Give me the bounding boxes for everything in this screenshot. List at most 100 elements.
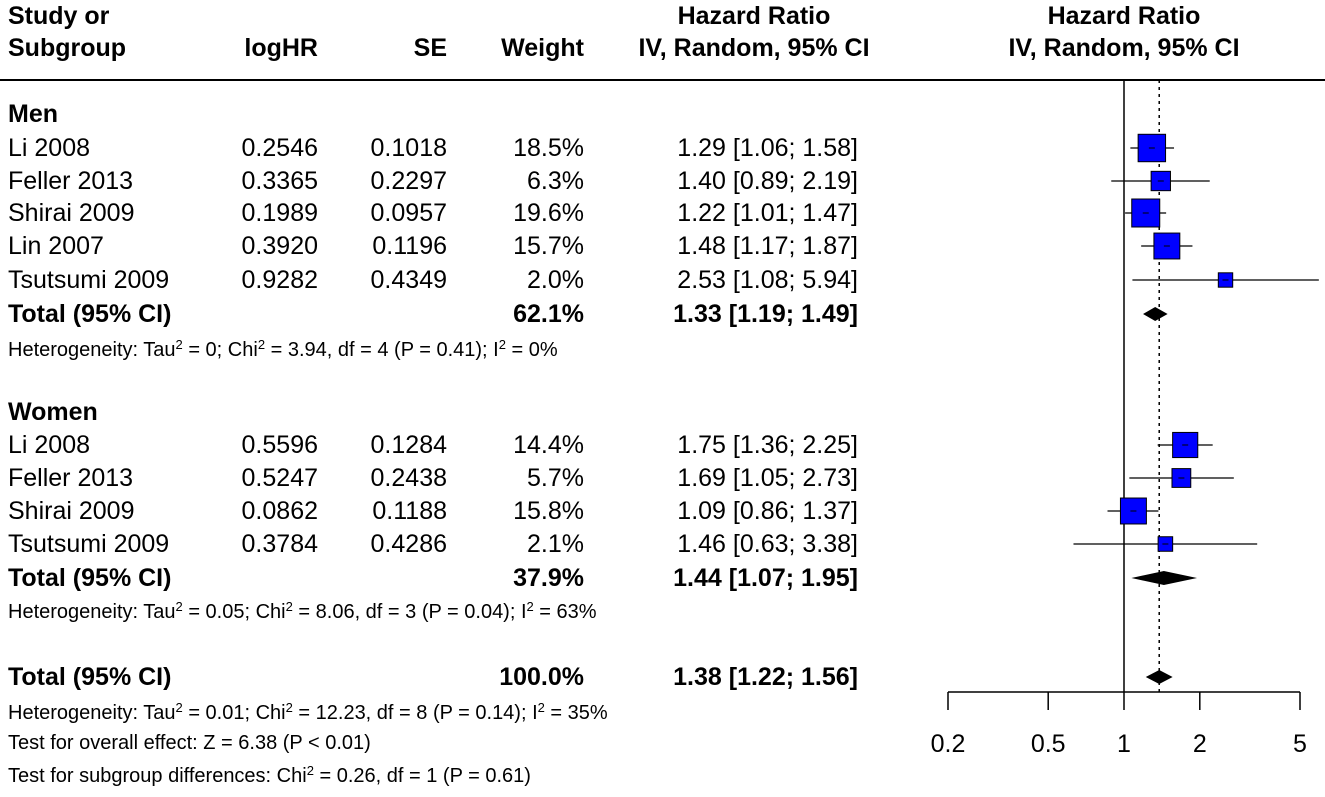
study-box bbox=[1119, 497, 1147, 525]
header-study-line1: Study or bbox=[8, 2, 110, 30]
study-se: 0.1196 bbox=[372, 232, 447, 260]
study-box bbox=[1137, 133, 1167, 163]
pooled-diamond bbox=[1143, 307, 1168, 321]
study-name: Tsutsumi 2009 bbox=[8, 530, 170, 558]
x-tick-label: 1 bbox=[1117, 730, 1131, 758]
study-loghr: 0.3365 bbox=[241, 167, 318, 195]
total-label: Total (95% CI) bbox=[8, 663, 172, 691]
study-se: 0.1018 bbox=[370, 134, 447, 162]
total-weight: 37.9% bbox=[513, 564, 584, 592]
study-name: Feller 2013 bbox=[8, 464, 134, 492]
study-name: Tsutsumi 2009 bbox=[8, 266, 170, 294]
study-se: 0.1188 bbox=[372, 497, 447, 525]
note-text: Heterogeneity: Tau bbox=[8, 702, 176, 724]
note-text: = 0; Chi bbox=[182, 339, 258, 361]
study-loghr: 0.5247 bbox=[241, 464, 318, 492]
study-weight: 2.1% bbox=[527, 530, 584, 558]
x-tick-label: 5 bbox=[1293, 730, 1307, 758]
x-tick-label: 2 bbox=[1193, 730, 1207, 758]
note-text: = 35% bbox=[544, 702, 608, 724]
note-text: = 0% bbox=[505, 339, 558, 361]
superscript: 2 bbox=[285, 700, 293, 715]
note-text: Test for subgroup differences: Chi bbox=[8, 765, 307, 787]
study-hr-ci: 2.53 [1.08; 5.94] bbox=[677, 266, 858, 294]
note-text: Heterogeneity: Tau bbox=[8, 601, 176, 623]
group-label: Men bbox=[8, 100, 58, 128]
study-weight: 14.4% bbox=[513, 431, 584, 459]
header-loghr: logHR bbox=[244, 34, 318, 62]
statistics-note: Heterogeneity: Tau2 = 0.05; Chi2 = 8.06,… bbox=[8, 599, 597, 623]
x-tick-label: 0.5 bbox=[1031, 730, 1066, 758]
header-hr-line1: Hazard Ratio bbox=[677, 2, 831, 30]
superscript: 2 bbox=[498, 337, 506, 352]
group-label: Women bbox=[8, 398, 98, 426]
study-weight: 15.7% bbox=[513, 232, 584, 260]
study-weight: 5.7% bbox=[527, 464, 584, 492]
header-hr-line2: IV, Random, 95% CI bbox=[638, 34, 870, 62]
study-weight: 15.8% bbox=[513, 497, 584, 525]
study-name: Shirai 2009 bbox=[8, 199, 135, 227]
study-name: Lin 2007 bbox=[8, 232, 104, 260]
study-loghr: 0.3784 bbox=[241, 530, 318, 558]
pooled-diamond bbox=[1131, 571, 1198, 585]
study-weight: 19.6% bbox=[513, 199, 584, 227]
study-hr-ci: 1.69 [1.05; 2.73] bbox=[677, 464, 858, 492]
study-se: 0.2438 bbox=[370, 464, 447, 492]
statistics-note: Test for subgroup differences: Chi2 = 0.… bbox=[8, 764, 531, 787]
superscript: 2 bbox=[537, 700, 545, 715]
study-name: Li 2008 bbox=[8, 431, 91, 459]
study-loghr: 0.2546 bbox=[241, 134, 318, 162]
study-weight: 18.5% bbox=[513, 134, 584, 162]
note-text: = 63% bbox=[533, 601, 597, 623]
total-label: Total (95% CI) bbox=[8, 564, 172, 592]
superscript: 2 bbox=[285, 599, 293, 614]
study-name: Feller 2013 bbox=[8, 167, 134, 195]
study-se: 0.4349 bbox=[370, 266, 447, 294]
study-hr-ci: 1.09 [0.86; 1.37] bbox=[677, 497, 858, 525]
study-loghr: 0.1989 bbox=[241, 199, 318, 227]
header-plot-line2: IV, Random, 95% CI bbox=[1008, 34, 1240, 62]
superscript: 2 bbox=[526, 599, 534, 614]
superscript: 2 bbox=[257, 337, 266, 352]
note-text: = 8.06, df = 3 (P = 0.04); I bbox=[292, 601, 527, 623]
study-se: 0.4286 bbox=[370, 530, 447, 558]
total-weight: 62.1% bbox=[513, 300, 584, 328]
study-weight: 6.3% bbox=[527, 167, 584, 195]
superscript: 2 bbox=[175, 700, 183, 715]
study-hr-ci: 1.29 [1.06; 1.58] bbox=[677, 134, 858, 162]
study-box bbox=[1153, 232, 1181, 260]
study-hr-ci: 1.40 [0.89; 2.19] bbox=[677, 167, 858, 195]
note-text: = 3.94, df = 4 (P = 0.41); I bbox=[265, 339, 499, 361]
note-text: = 0.26, df = 1 (P = 0.61) bbox=[313, 765, 531, 787]
note-text: Heterogeneity: Tau bbox=[8, 339, 176, 361]
study-name: Shirai 2009 bbox=[8, 497, 135, 525]
study-hr-ci: 1.22 [1.01; 1.47] bbox=[677, 199, 858, 227]
total-hr-ci: 1.33 [1.19; 1.49] bbox=[673, 300, 858, 328]
statistics-note: Test for overall effect: Z = 6.38 (P < 0… bbox=[8, 733, 371, 753]
header-weight: Weight bbox=[501, 34, 584, 62]
study-hr-ci: 1.75 [1.36; 2.25] bbox=[677, 431, 858, 459]
total-label: Total (95% CI) bbox=[8, 300, 172, 328]
header-study-line2: Subgroup bbox=[8, 34, 127, 62]
study-name: Li 2008 bbox=[8, 134, 91, 162]
study-hr-ci: 1.46 [0.63; 3.38] bbox=[677, 530, 858, 558]
note-text: = 0.05; Chi bbox=[182, 601, 286, 623]
study-loghr: 0.9282 bbox=[241, 266, 318, 294]
superscript: 2 bbox=[175, 337, 183, 352]
pooled-diamond bbox=[1145, 670, 1173, 684]
study-hr-ci: 1.48 [1.17; 1.87] bbox=[677, 232, 858, 260]
total-weight: 100.0% bbox=[499, 663, 584, 691]
header-se: SE bbox=[413, 34, 447, 62]
note-text: Test for overall effect: Z = 6.38 (P < 0… bbox=[8, 732, 371, 754]
study-loghr: 0.0862 bbox=[241, 497, 318, 525]
statistics-note: Heterogeneity: Tau2 = 0; Chi2 = 3.94, df… bbox=[8, 337, 558, 361]
study-se: 0.2297 bbox=[370, 167, 447, 195]
study-weight: 2.0% bbox=[527, 266, 584, 294]
study-se: 0.1284 bbox=[370, 431, 447, 459]
header-plot-line1: Hazard Ratio bbox=[1047, 2, 1201, 30]
total-hr-ci: 1.44 [1.07; 1.95] bbox=[673, 564, 858, 592]
note-text: = 12.23, df = 8 (P = 0.14); I bbox=[292, 702, 538, 724]
study-loghr: 0.3920 bbox=[241, 232, 318, 260]
study-se: 0.0957 bbox=[370, 199, 447, 227]
